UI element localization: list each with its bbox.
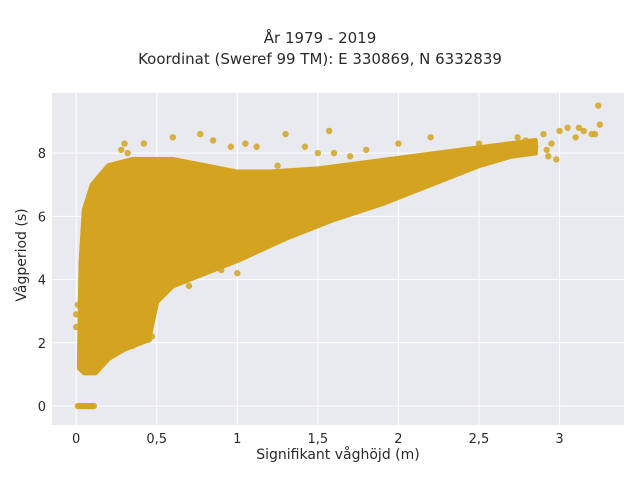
data-point xyxy=(92,285,99,293)
data-point xyxy=(242,140,249,147)
chart-title: År 1979 - 2019 xyxy=(263,29,377,47)
data-point xyxy=(217,266,225,274)
data-point xyxy=(197,130,204,138)
x-tick-label: 0,5 xyxy=(146,432,167,447)
x-tick-label: 3 xyxy=(555,432,563,447)
data-point xyxy=(124,149,131,157)
point-density-region xyxy=(76,137,538,376)
data-point xyxy=(475,140,483,147)
y-tick-label: 0 xyxy=(38,400,46,415)
data-point xyxy=(595,102,602,109)
data-point xyxy=(72,311,80,318)
data-point xyxy=(227,143,235,150)
data-point xyxy=(522,137,529,144)
y-tick-label: 6 xyxy=(38,210,46,225)
data-point xyxy=(169,134,177,141)
data-point xyxy=(591,130,599,138)
data-point xyxy=(74,301,81,309)
data-point xyxy=(572,134,579,141)
data-point xyxy=(72,323,80,331)
x-tick-label: 0 xyxy=(72,432,80,447)
x-tick-label: 2 xyxy=(394,432,402,447)
data-point xyxy=(325,127,333,135)
chart-subtitle: Koordinat (Sweref 99 TM): E 330869, N 63… xyxy=(138,50,502,68)
data-point xyxy=(514,134,521,141)
data-point xyxy=(234,270,241,277)
data-cloud xyxy=(76,137,538,376)
data-point xyxy=(129,342,136,350)
data-point xyxy=(362,146,370,154)
x-tick-label: 1,5 xyxy=(308,432,329,447)
y-tick-label: 8 xyxy=(38,147,46,162)
data-point xyxy=(253,143,260,150)
data-point xyxy=(282,130,289,138)
data-point xyxy=(548,140,555,147)
data-point xyxy=(580,127,587,135)
data-point xyxy=(314,149,322,157)
data-point xyxy=(532,143,539,150)
data-point xyxy=(395,140,402,147)
data-points xyxy=(72,102,604,410)
x-tick-label: 2,5 xyxy=(469,432,490,447)
y-axis-label: Vågperiod (s) xyxy=(14,208,30,302)
data-point xyxy=(330,149,338,157)
data-point xyxy=(553,156,560,163)
data-point xyxy=(427,134,434,141)
data-point xyxy=(148,333,156,340)
data-point xyxy=(301,143,309,150)
data-point xyxy=(274,162,281,169)
y-axis-ticks: 0 2 4 6 8 xyxy=(38,147,46,415)
data-point xyxy=(556,127,563,135)
x-tick-label: 1 xyxy=(233,432,241,447)
data-point xyxy=(346,153,354,160)
data-point xyxy=(121,140,128,147)
y-tick-label: 4 xyxy=(38,274,46,289)
data-point xyxy=(564,124,571,131)
data-point xyxy=(596,121,604,128)
data-point xyxy=(545,153,552,160)
data-point xyxy=(491,143,499,150)
x-axis-ticks: 0 0,5 1 1,5 2 2,5 3 xyxy=(72,432,564,447)
data-point xyxy=(185,282,193,290)
data-point xyxy=(137,333,144,340)
data-point xyxy=(118,146,125,154)
data-point xyxy=(543,146,550,154)
data-point xyxy=(209,137,217,144)
data-point xyxy=(140,140,148,147)
x-axis-label: Signifikant våghöjd (m) xyxy=(256,447,420,463)
data-point xyxy=(575,124,583,131)
y-tick-label: 2 xyxy=(38,337,46,352)
data-point xyxy=(540,130,547,138)
data-point xyxy=(90,402,98,410)
